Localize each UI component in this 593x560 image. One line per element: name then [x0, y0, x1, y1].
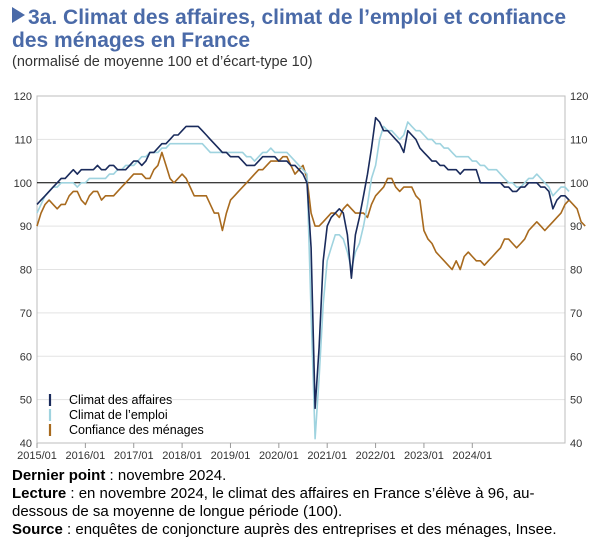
x-tick-label: 2020/01: [259, 450, 299, 462]
series-line-1: [36, 121, 570, 440]
title-number: 3a.: [28, 6, 58, 29]
note-dernier-text: : novembre 2024.: [105, 467, 227, 484]
plot-frame: [36, 95, 566, 444]
note-lecture-label: Lecture: [12, 485, 67, 502]
y-tick-label-right: 40: [570, 438, 582, 450]
chart-notes: Dernier point : novembre 2024. Lecture :…: [12, 467, 587, 539]
x-tick-label: 2017/01: [114, 450, 154, 462]
y-tick-label-right: 120: [570, 91, 588, 103]
legend-label-2: Confiance des ménages: [69, 423, 204, 437]
x-tick-label: 2024/01: [452, 450, 492, 462]
y-tick-label-left: 60: [20, 351, 32, 363]
y-tick-label-left: 100: [14, 178, 32, 190]
x-tick-label: 2022/01: [356, 450, 396, 462]
note-lecture: Lecture : en novembre 2024, le climat de…: [12, 485, 587, 521]
x-tick-label: 2015/01: [17, 450, 57, 462]
y-tick-label-left: 90: [20, 221, 32, 233]
x-tick-label: 2018/01: [162, 450, 202, 462]
x-tick-label: 2021/01: [307, 450, 347, 462]
series-line-0: [36, 116, 570, 410]
title-text: Climat des affaires, climat de l’emploi …: [12, 6, 567, 52]
y-tick-label-left: 40: [20, 438, 32, 450]
y-tick-label-right: 90: [570, 221, 582, 233]
note-source-text: : enquêtes de conjoncture auprès des ent…: [62, 521, 557, 538]
note-dernier-point: Dernier point : novembre 2024.: [12, 467, 587, 485]
y-tick-label-right: 60: [570, 351, 582, 363]
y-tick-label-right: 70: [570, 308, 582, 320]
x-tick-label: 2016/01: [65, 450, 105, 462]
line-chart: 40 40 50 50 60 60 70 70 80 80 90 90 100 100 110 110 120 1…: [14, 91, 589, 462]
y-tick-label-left: 50: [20, 395, 32, 407]
note-source: Source : enquêtes de conjoncture auprès …: [12, 521, 587, 539]
y-tick-label-right: 100: [570, 178, 588, 190]
y-tick-label-left: 70: [20, 308, 32, 320]
y-tick-label-right: 110: [570, 134, 588, 146]
chart-title: 3a. Climat des affaires, climat de l’emp…: [12, 6, 587, 52]
chart-subtitle: (normalisé de moyenne 100 et d’écart-typ…: [12, 54, 313, 70]
legend-label-0: Climat des affaires: [69, 393, 172, 407]
legend-label-1: Climat de l’emploi: [69, 408, 168, 422]
note-source-label: Source: [12, 521, 63, 538]
note-lecture-text: : en novembre 2024, le climat des affair…: [12, 485, 535, 520]
triangle-marker-icon: [12, 7, 25, 23]
x-tick-label: 2023/01: [404, 450, 444, 462]
y-tick-label-left: 120: [14, 91, 32, 103]
series-line-2: [36, 151, 586, 271]
x-tick-label: 2019/01: [211, 450, 251, 462]
y-tick-label-right: 50: [570, 395, 582, 407]
note-dernier-label: Dernier point: [12, 467, 106, 484]
y-tick-label-left: 80: [20, 265, 32, 277]
y-tick-label-right: 80: [570, 265, 582, 277]
y-tick-label-left: 110: [14, 134, 32, 146]
